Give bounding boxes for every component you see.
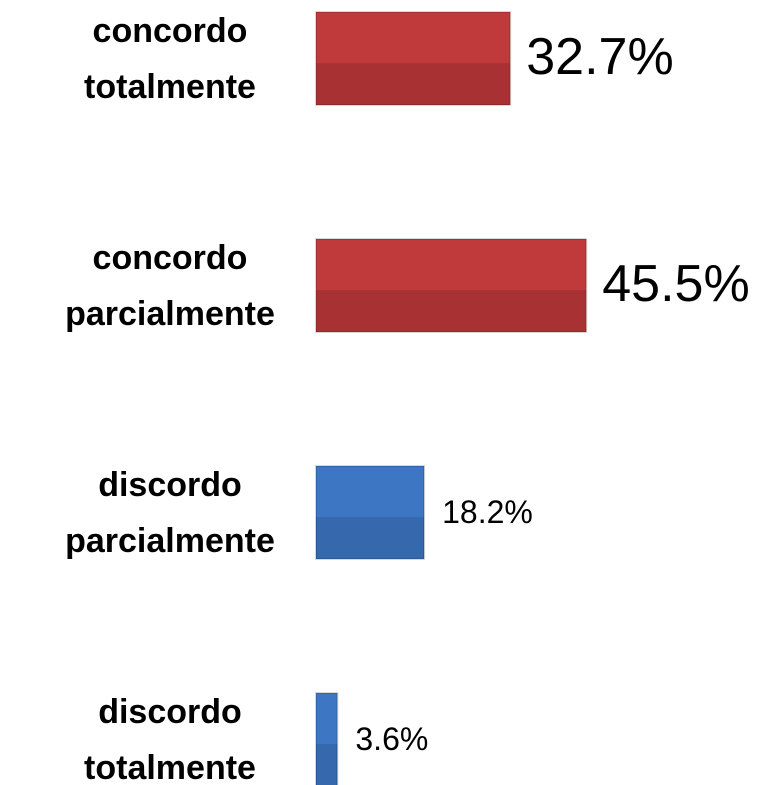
bar [315, 11, 512, 106]
category-label: concordo parcialmente [65, 238, 275, 333]
value-label: 18.2% [442, 494, 533, 530]
category-label: discordo parcialmente [65, 465, 275, 560]
value-label: 32.7% [526, 28, 673, 86]
bar [315, 692, 339, 785]
bar-shade [316, 290, 587, 332]
bar-shade [316, 517, 425, 559]
bar [315, 465, 426, 560]
category-label: discordo totalmente [84, 692, 256, 785]
bar-shade [316, 63, 511, 105]
category-label: concordo totalmente [84, 11, 256, 106]
value-label: 45.5% [602, 255, 749, 313]
bar [315, 238, 588, 333]
bar-shade [316, 744, 338, 785]
value-label: 3.6% [355, 721, 428, 757]
